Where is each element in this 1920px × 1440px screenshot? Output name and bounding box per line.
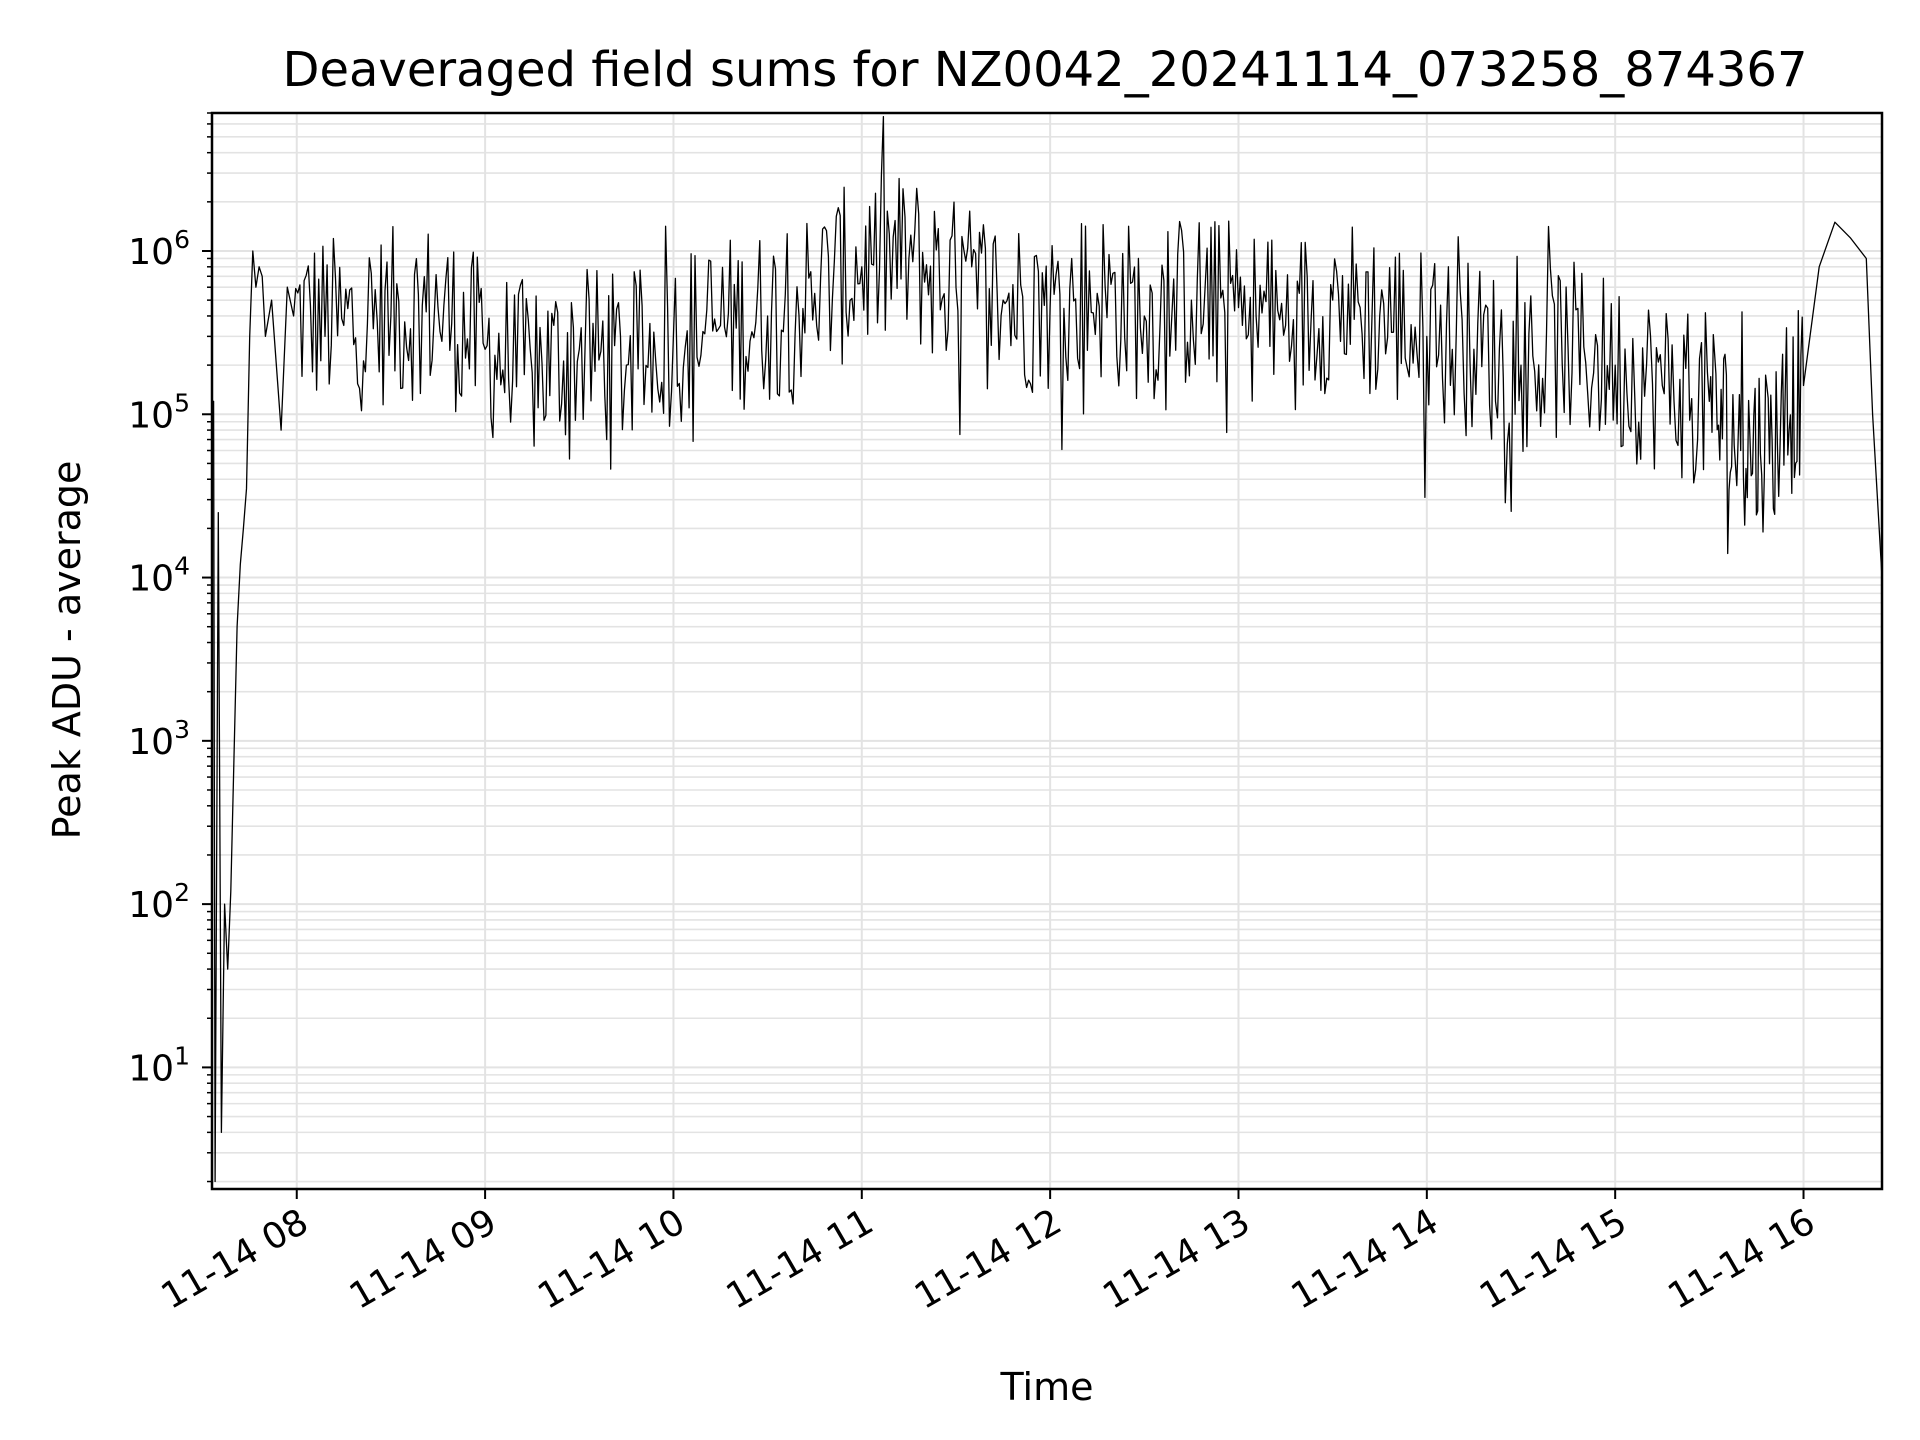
y-tick-label: 106	[128, 225, 190, 273]
x-tick-label: 11-14 09	[343, 1201, 504, 1317]
x-tick-label: 11-14 10	[531, 1201, 692, 1317]
x-tick-label: 11-14 13	[1096, 1201, 1257, 1317]
y-axis-label: Peak ADU - average	[45, 461, 89, 840]
x-tick-label: 11-14 14	[1285, 1201, 1446, 1317]
x-tick-label: 11-14 12	[908, 1201, 1069, 1317]
chart-title: Deaveraged field sums for NZ0042_2024111…	[283, 42, 1808, 98]
y-tick-label: 102	[128, 878, 190, 926]
series-line	[211, 115, 1883, 1183]
y-tick-label: 103	[128, 715, 190, 763]
x-tick-label: 11-14 08	[155, 1201, 316, 1317]
y-tick-label: 105	[128, 388, 190, 436]
y-tick-label: 104	[128, 552, 190, 600]
grid-minor-lines	[212, 112, 1882, 1183]
x-tick-label: 11-14 11	[720, 1201, 881, 1317]
x-tick-label: 11-14 15	[1473, 1201, 1634, 1317]
x-axis: 11-14 08 11-14 09 11-14 10 11-14 11 11-14 12…	[155, 1189, 1822, 1318]
y-tick-label: 101	[128, 1041, 190, 1089]
x-axis-label: Time	[1000, 1365, 1094, 1409]
grid-major-lines	[212, 113, 1882, 1189]
plot-area-frame	[210, 111, 1884, 1191]
x-tick-label: 11-14 16	[1661, 1201, 1822, 1317]
y-axis: 101 102 103 104 105 106	[128, 112, 212, 1183]
